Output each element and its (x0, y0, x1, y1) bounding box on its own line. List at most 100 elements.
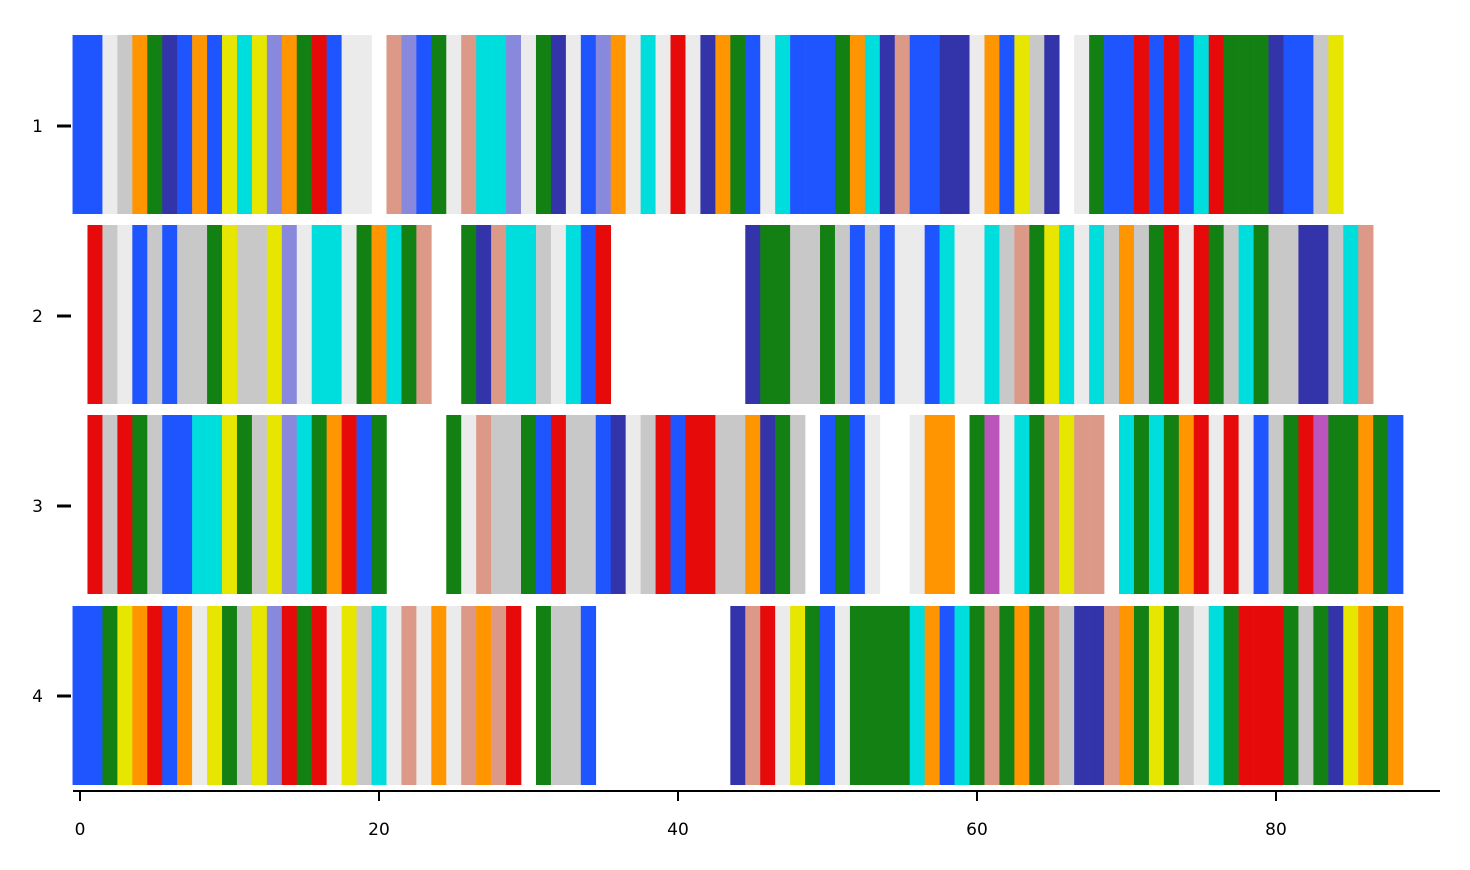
cell-row1-x27 (476, 35, 492, 214)
cell-row4-x52 (849, 606, 866, 785)
cell-row4-x79 (1253, 606, 1269, 785)
cell-row3-x6 (162, 415, 178, 594)
cell-row3-x72 (1148, 415, 1165, 594)
cell-row4-x33 (565, 606, 582, 785)
y-tick-label: 1 (32, 117, 43, 137)
cell-row3-x37 (625, 415, 641, 594)
cell-row3-x83 (1313, 415, 1329, 594)
cell-row4-x45 (745, 606, 761, 785)
cell-row2-x64 (1029, 225, 1045, 404)
cell-row2-x26 (461, 225, 477, 404)
cell-row3-x63 (1014, 415, 1030, 594)
cell-row4-x85 (1343, 606, 1359, 785)
cell-row1-x52 (849, 35, 866, 214)
cell-row4-x47 (775, 606, 791, 785)
cell-row3-x77 (1223, 415, 1239, 594)
cell-row1-x30 (521, 35, 537, 214)
cell-row3-x82 (1298, 415, 1314, 594)
cell-row4-x17 (326, 606, 342, 785)
cell-row1-x3 (117, 35, 133, 214)
cell-row1-x79 (1253, 35, 1269, 214)
cell-row1-x19 (356, 35, 372, 214)
cell-row2-x27 (476, 225, 492, 404)
cell-row1-x74 (1178, 35, 1195, 214)
cell-row4-x87 (1373, 606, 1389, 785)
cell-row3-x29 (506, 415, 522, 594)
cell-row3-x52 (849, 415, 866, 594)
cell-row3-x2 (102, 415, 118, 594)
cell-row3-x47 (775, 415, 791, 594)
cell-row3-x3 (117, 415, 133, 594)
cell-row1-x11 (236, 35, 253, 214)
cell-row4-x8 (192, 606, 208, 785)
cell-row1-x26 (461, 35, 477, 214)
cell-row4-x62 (999, 606, 1015, 785)
cell-row2-x76 (1208, 225, 1224, 404)
cell-row2-x20 (371, 225, 387, 404)
cell-row4-x19 (356, 606, 372, 785)
cell-row4-x74 (1178, 606, 1195, 785)
cell-row4-x46 (760, 606, 776, 785)
cell-row2-x14 (281, 225, 298, 404)
cell-row1-x0 (72, 35, 88, 214)
cell-row4-x72 (1148, 606, 1165, 785)
cell-row1-x55 (894, 35, 911, 214)
cell-row2-x16 (311, 225, 327, 404)
cell-row4-x65 (1044, 606, 1060, 785)
cell-row3-x41 (685, 415, 701, 594)
cell-row2-x78 (1238, 225, 1254, 404)
cell-row2-x47 (775, 225, 791, 404)
cell-row2-x48 (790, 225, 806, 404)
cell-row3-x1 (87, 415, 103, 594)
y-tick-label: 4 (32, 687, 43, 707)
cell-row3-x79 (1253, 415, 1269, 594)
cell-row3-x35 (595, 415, 612, 594)
cell-row4-x66 (1059, 606, 1075, 785)
cell-row1-x14 (281, 35, 298, 214)
cell-row1-x31 (535, 35, 552, 214)
cell-row2-x74 (1178, 225, 1195, 404)
cell-row4-x10 (222, 606, 238, 785)
cell-row3-x19 (356, 415, 372, 594)
cell-row3-x11 (236, 415, 253, 594)
cell-row4-x29 (506, 606, 522, 785)
cell-row2-x34 (580, 225, 597, 404)
cell-row4-x80 (1268, 606, 1284, 785)
cell-row4-x0 (72, 606, 88, 785)
cell-row1-x64 (1029, 35, 1045, 214)
cell-row1-x81 (1283, 35, 1299, 214)
cell-row1-x17 (326, 35, 342, 214)
cell-row3-x28 (491, 415, 507, 594)
x-tick-label: 0 (75, 820, 86, 840)
cell-row4-x86 (1358, 606, 1374, 785)
cell-row1-x51 (834, 35, 851, 214)
cell-row3-x80 (1268, 415, 1284, 594)
cell-row4-x84 (1328, 606, 1344, 785)
cell-row2-x5 (147, 225, 163, 404)
cell-row1-x72 (1148, 35, 1165, 214)
cell-row4-x21 (386, 606, 402, 785)
cell-row2-x28 (491, 225, 507, 404)
cell-row3-x42 (700, 415, 716, 594)
cell-row1-x82 (1298, 35, 1314, 214)
cell-row2-x35 (595, 225, 612, 404)
cell-row1-x16 (311, 35, 327, 214)
cell-row3-x46 (760, 415, 776, 594)
cell-row3-x4 (132, 415, 148, 594)
cell-row3-x64 (1029, 415, 1045, 594)
cell-row1-x73 (1163, 35, 1180, 214)
cell-row4-x68 (1089, 606, 1105, 785)
cell-row2-x60 (969, 225, 985, 404)
cell-row2-x83 (1313, 225, 1329, 404)
cell-row4-x22 (401, 606, 417, 785)
cell-row1-x9 (207, 35, 223, 214)
cell-row2-x53 (864, 225, 881, 404)
cell-row1-x36 (610, 35, 626, 214)
cell-row3-x30 (521, 415, 537, 594)
cell-row2-x58 (939, 225, 955, 404)
cell-row1-x57 (924, 35, 940, 214)
cell-row4-x69 (1104, 606, 1120, 785)
cell-row4-x15 (296, 606, 313, 785)
cell-row1-x39 (655, 35, 671, 214)
